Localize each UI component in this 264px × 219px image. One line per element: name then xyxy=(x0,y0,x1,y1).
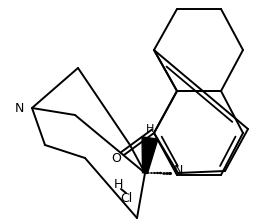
Text: Cl: Cl xyxy=(120,191,132,205)
Text: N: N xyxy=(15,101,24,115)
Text: O: O xyxy=(111,152,121,164)
Text: H: H xyxy=(113,178,123,191)
Text: H: H xyxy=(146,124,154,134)
Polygon shape xyxy=(142,137,158,173)
Text: N: N xyxy=(173,164,183,178)
